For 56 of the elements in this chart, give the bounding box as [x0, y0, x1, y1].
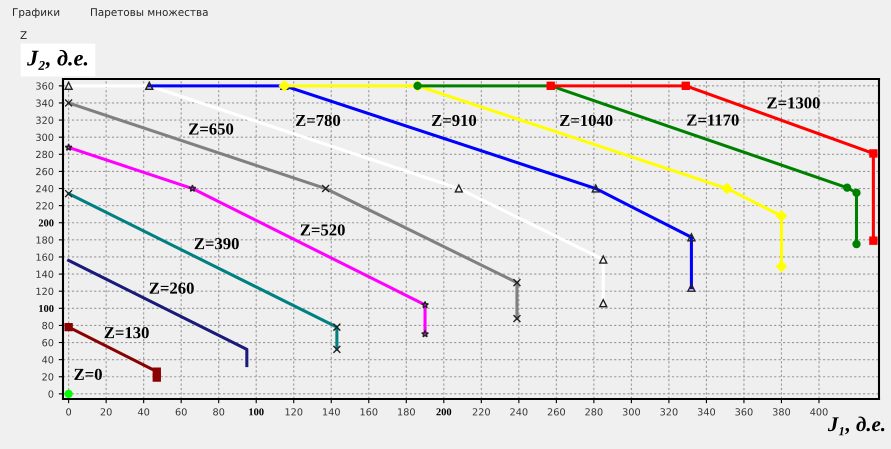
x-tick-label: 400	[810, 408, 828, 416]
y-tick-label: 0	[48, 390, 54, 398]
series-label: Z=390	[194, 238, 239, 250]
y-tick-label: 20	[42, 373, 54, 381]
x-tick-label: 160	[360, 408, 378, 416]
x-tick-label: 0	[66, 408, 72, 416]
series-label: Z=130	[104, 327, 149, 338]
x-tick-label: 340	[698, 408, 716, 416]
x-tick-label: 280	[585, 408, 602, 416]
x-tick-label: 240	[510, 408, 528, 416]
x-tick-label: 60	[176, 408, 187, 416]
y-tick-label: 200	[38, 219, 54, 226]
x-tick-label: 260	[548, 408, 565, 416]
y-tick-label: 80	[42, 322, 54, 330]
y-axis-title: J₂, д.е.	[26, 50, 88, 70]
y-tick-label: 340	[36, 99, 54, 107]
y-tick-label: 160	[36, 253, 54, 261]
series-label: Z=1040	[560, 114, 613, 126]
x-tick-label: 360	[735, 408, 753, 416]
y-tick-label: 140	[36, 270, 54, 278]
series-label: Z=260	[150, 282, 194, 294]
y-tick-label: 180	[36, 236, 54, 244]
x-tick-label: 180	[398, 408, 415, 416]
x-tick-label: 300	[622, 408, 640, 416]
x-tick-label: 40	[138, 408, 150, 416]
y-tick-label: 220	[36, 202, 54, 210]
series-label: Z=1170	[687, 114, 739, 126]
series-label: Z=780	[296, 114, 340, 126]
text: Графики	[13, 8, 60, 18]
x-tick-label: 220	[472, 408, 490, 416]
y-tick-label: 260	[36, 168, 54, 176]
x-tick-label: 140	[323, 408, 340, 416]
text: Z	[20, 31, 27, 39]
y-tick-label: 100	[39, 304, 54, 312]
y-tick-label: 120	[36, 288, 54, 296]
series-label: Z=0	[74, 368, 102, 380]
y-tick-label: 240	[36, 184, 54, 192]
text: Паретовы множества	[91, 8, 208, 18]
y-tick-label: 300	[36, 134, 54, 142]
y-tick-label: 280	[36, 150, 54, 158]
y-tick-label: 40	[42, 356, 54, 364]
y-tick-label: 360	[36, 82, 54, 90]
series-label: Z=520	[300, 224, 345, 236]
y-tick-label: 320	[36, 116, 54, 124]
series-label: Z=650	[189, 123, 234, 135]
series-label: Z=1300	[767, 97, 820, 109]
x-tick-label: 380	[772, 408, 790, 416]
x-axis-title: J₁, д.е.	[828, 416, 884, 436]
x-tick-label: 200	[436, 408, 452, 416]
x-tick-label: 80	[213, 408, 224, 416]
x-tick-label: 100	[249, 408, 264, 416]
x-tick-label: 320	[660, 408, 678, 416]
series-label: Z=910	[432, 114, 476, 126]
x-tick-label: 120	[286, 408, 302, 416]
y-tick-label: 60	[42, 339, 54, 346]
x-tick-label: 20	[100, 408, 112, 416]
